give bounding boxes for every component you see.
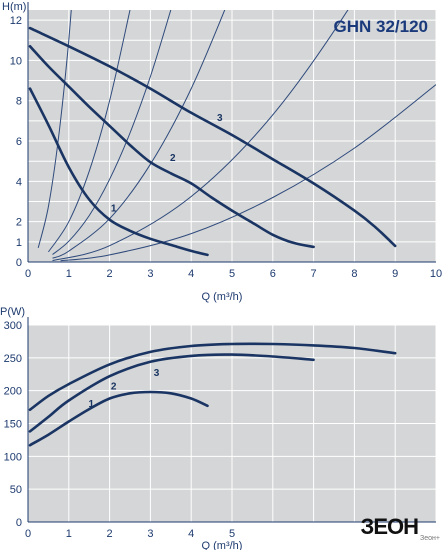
system-curve — [52, 10, 172, 255]
y-tick-label: 300 — [4, 320, 22, 332]
system-curve — [60, 84, 436, 262]
series-1-line — [28, 87, 209, 257]
y-tick-label: 0 — [16, 517, 22, 529]
x-tick-label: 0 — [25, 268, 31, 280]
x-tick-label: 1 — [66, 528, 72, 540]
y-tick-label: 12 — [10, 15, 22, 27]
y-tick-label: 8 — [16, 96, 22, 108]
y-tick-label: 10 — [10, 55, 22, 67]
series-3-line — [28, 342, 397, 411]
series-2-line — [28, 45, 315, 249]
series-2-label: 2 — [111, 381, 117, 392]
y-tick-label: 4 — [16, 176, 22, 188]
logo-wordmark: ЗЕОН — [361, 514, 419, 539]
x-tick-label: 2 — [107, 268, 113, 280]
series-3-label: 3 — [154, 368, 160, 379]
y-tick-label: 2 — [16, 217, 22, 229]
x-tick-label: 8 — [351, 268, 357, 280]
power-chart: 1 2 3 0 50 100 150 200 250 300 0 1 2 3 4 5 P(W) Q (m³/h) — [0, 306, 437, 550]
system-curve — [37, 10, 72, 249]
x-tick-label: 3 — [147, 528, 153, 540]
series-3-line — [28, 26, 397, 248]
x-axis-title: Q (m³/h) — [202, 291, 243, 303]
y-tick-label: 200 — [4, 386, 22, 398]
y-tick-label: 0 — [16, 257, 22, 269]
x-tick-label: 3 — [147, 268, 153, 280]
x-tick-label: 4 — [188, 528, 194, 540]
zeon-logo: ЗЕОН Зеон+ — [361, 514, 440, 542]
chart-title: GHN 32/120 — [334, 17, 429, 36]
y-tick-label: 100 — [4, 451, 22, 463]
series-1-label: 1 — [88, 399, 94, 410]
x-tick-label: 5 — [229, 528, 235, 540]
x-tick-label: 0 — [25, 528, 31, 540]
x-tick-label: 4 — [188, 268, 194, 280]
y-tick-label: 6 — [16, 136, 22, 148]
plot-area — [28, 342, 397, 447]
y-tick-label: 150 — [4, 419, 22, 431]
x-tick-label: 10 — [430, 268, 442, 280]
x-tick-label: 1 — [66, 268, 72, 280]
x-tick-label: 7 — [311, 268, 317, 280]
y-tick-label: 1 — [16, 237, 22, 249]
x-axis-title: Q (m³/h) — [202, 540, 243, 550]
series-1-line — [28, 390, 209, 447]
system-curve — [52, 10, 226, 259]
y-axis-title: H(m) — [2, 1, 26, 13]
series-1-label: 1 — [111, 204, 117, 215]
x-tick-label: 2 — [107, 528, 113, 540]
system-curve — [47, 10, 131, 253]
y-tick-label: 250 — [4, 353, 22, 365]
system-curve — [52, 10, 349, 262]
x-tick-label: 6 — [270, 268, 276, 280]
y-axis-title: P(W) — [0, 306, 25, 318]
plot-area — [28, 10, 436, 262]
series-2-line — [28, 353, 315, 433]
x-tick-label: 5 — [229, 268, 235, 280]
y-tick-label: 50 — [10, 484, 22, 496]
series-3-label: 3 — [217, 113, 223, 124]
series-2-label: 2 — [170, 153, 176, 164]
logo-subtext: Зеон+ — [420, 535, 440, 542]
grid — [27, 10, 437, 263]
x-tick-label: 9 — [392, 268, 398, 280]
